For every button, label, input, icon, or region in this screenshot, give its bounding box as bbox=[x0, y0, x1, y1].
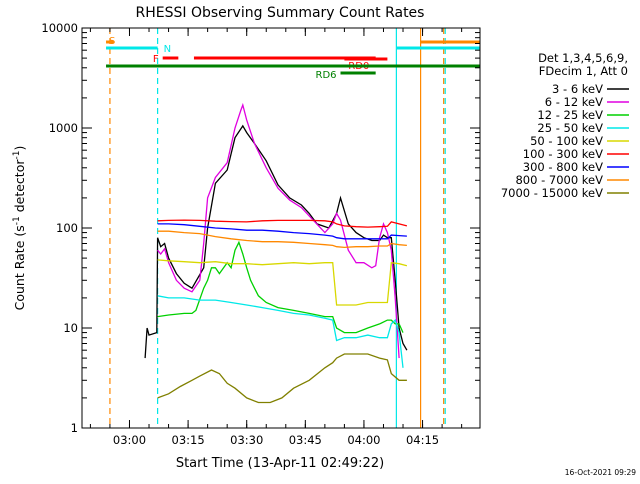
y-axis: 1 10 100 1000 10000 bbox=[41, 21, 480, 435]
x-tick-label-5: 04:15 bbox=[406, 433, 439, 447]
legend-label-2: 12 - 25 keV bbox=[537, 108, 603, 122]
x-tick-label-4: 04:00 bbox=[347, 433, 380, 447]
legend: Det 1,3,4,5,6,9,FDecim 1, Att 0 3 - 6 keV… bbox=[501, 51, 629, 200]
y-axis-label-sup1: -1 bbox=[12, 216, 22, 225]
timestamp: 16-Oct-2021 09:29 bbox=[565, 468, 636, 477]
y-axis-label-mid: detector bbox=[12, 159, 27, 217]
interval-label-s: S bbox=[109, 36, 115, 47]
series-line-8 bbox=[157, 353, 407, 404]
legend-label-1: 6 - 12 keV bbox=[545, 95, 603, 109]
y-axis-label-end: ) bbox=[12, 146, 27, 151]
y-tick-label-4: 10000 bbox=[41, 21, 78, 35]
series-line-6 bbox=[157, 223, 407, 240]
series-line-1 bbox=[157, 102, 400, 359]
series-line-5 bbox=[157, 219, 408, 228]
series-line-7 bbox=[157, 230, 407, 249]
x-tick-label-0: 03:00 bbox=[113, 433, 146, 447]
legend-label-8: 7000 - 15000 keV bbox=[501, 186, 603, 200]
legend-label-7: 800 - 7000 keV bbox=[515, 173, 603, 187]
legend-header-line-0: Det 1,3,4,5,6,9, bbox=[538, 51, 628, 65]
interval-label-rd6: RD6 bbox=[316, 70, 337, 81]
x-tick-label-2: 03:30 bbox=[230, 433, 263, 447]
x-axis: 03:00 03:15 03:30 03:45 04:00 04:15 bbox=[89, 28, 463, 447]
series-line-2 bbox=[157, 240, 404, 334]
legend-header-line-1: FDecim 1, Att 0 bbox=[539, 64, 628, 78]
x-axis-label: Start Time (13-Apr-11 02:49:22) bbox=[176, 456, 384, 471]
interval-label-f: F bbox=[153, 54, 159, 65]
y-tick-label-3: 1000 bbox=[49, 121, 78, 135]
y-tick-label-1: 10 bbox=[63, 321, 78, 335]
legend-label-3: 25 - 50 keV bbox=[537, 121, 603, 135]
series-line-0 bbox=[144, 124, 408, 359]
y-axis-label-main: Count Rate (s bbox=[12, 225, 27, 310]
y-tick-label-2: 100 bbox=[56, 221, 78, 235]
x-tick-label-1: 03:15 bbox=[172, 433, 205, 447]
series-line-3 bbox=[157, 295, 404, 368]
series-line-4 bbox=[157, 259, 408, 306]
legend-label-4: 50 - 100 keV bbox=[530, 134, 603, 148]
legend-label-0: 3 - 6 keV bbox=[552, 82, 603, 96]
chart-title: RHESSI Observing Summary Count Rates bbox=[136, 5, 425, 21]
y-axis-label-sup2: -1 bbox=[12, 151, 22, 160]
plot-area: SNFRD0RD6 bbox=[106, 28, 480, 428]
y-axis-label: Count Rate (s-1 detector-1) bbox=[12, 146, 27, 311]
x-tick-label-3: 03:45 bbox=[289, 433, 322, 447]
interval-label-n: N bbox=[164, 44, 171, 55]
y-tick-label-0: 1 bbox=[71, 421, 78, 435]
legend-label-6: 300 - 800 keV bbox=[523, 160, 603, 174]
legend-label-5: 100 - 300 keV bbox=[523, 147, 603, 161]
